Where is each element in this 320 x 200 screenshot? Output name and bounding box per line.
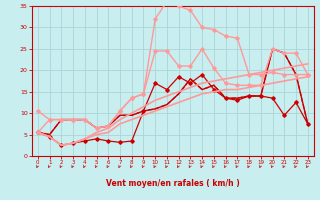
X-axis label: Vent moyen/en rafales ( km/h ): Vent moyen/en rafales ( km/h ) [106, 179, 240, 188]
